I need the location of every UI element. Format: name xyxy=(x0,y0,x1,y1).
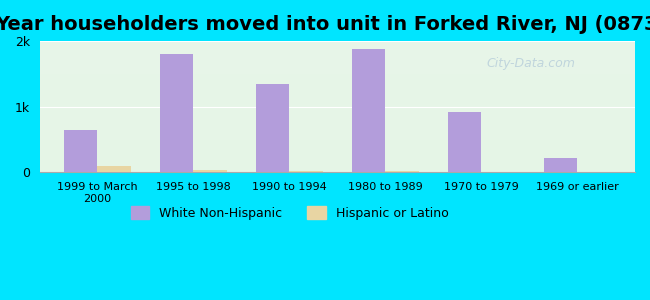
Text: City-Data.com: City-Data.com xyxy=(486,57,575,70)
Legend: White Non-Hispanic, Hispanic or Latino: White Non-Hispanic, Hispanic or Latino xyxy=(125,202,454,225)
Bar xyxy=(448,112,482,172)
Bar xyxy=(40,140,635,172)
Bar xyxy=(40,74,635,107)
Bar xyxy=(289,171,323,172)
Bar xyxy=(385,171,419,172)
Bar xyxy=(160,54,194,172)
Bar xyxy=(40,107,635,140)
Bar xyxy=(194,170,227,172)
Bar xyxy=(256,84,289,172)
Bar xyxy=(544,158,577,172)
Bar xyxy=(40,41,635,74)
Bar xyxy=(64,130,98,172)
Title: Year householders moved into unit in Forked River, NJ (08731): Year householders moved into unit in For… xyxy=(0,15,650,34)
Bar xyxy=(352,49,385,172)
Bar xyxy=(98,167,131,172)
